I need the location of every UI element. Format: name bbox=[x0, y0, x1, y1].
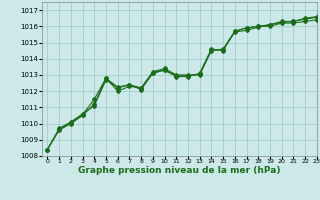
X-axis label: Graphe pression niveau de la mer (hPa): Graphe pression niveau de la mer (hPa) bbox=[78, 166, 280, 175]
